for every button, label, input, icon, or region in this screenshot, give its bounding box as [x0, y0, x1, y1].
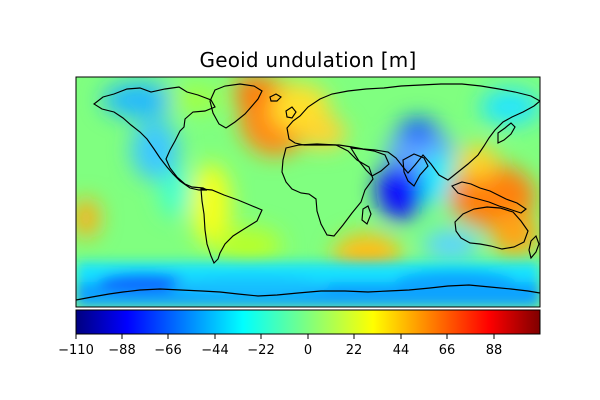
greenland-coastline [209, 83, 263, 129]
eurasia-coastline [286, 83, 540, 181]
new-zealand-coastline [528, 234, 540, 260]
coastlines [76, 83, 540, 301]
africa-coastline [281, 143, 374, 237]
tick-label-66: 66 [439, 343, 456, 358]
field-blobs [76, 77, 540, 277]
antarctica-coastline [76, 284, 540, 301]
colorbar-ticks [75, 334, 495, 339]
geoid-field [76, 77, 540, 307]
south-america-coastline [200, 188, 263, 265]
uk-coastline [285, 106, 297, 119]
tick-label-0: 0 [304, 343, 312, 358]
map-frame [75, 76, 541, 308]
iceland-coastline [269, 93, 282, 102]
tick-label-22: 22 [346, 343, 363, 358]
tick-label-neg44: −44 [201, 343, 228, 358]
south-field [76, 262, 540, 307]
arabian-peninsula-coastline [349, 147, 390, 177]
north-america-coastline [92, 86, 216, 191]
colorbar [75, 309, 541, 335]
western-pacific-high [448, 164, 536, 228]
tick-label-44: 44 [393, 343, 410, 358]
tick-label-neg22: −22 [247, 343, 274, 358]
tick-label-88: 88 [486, 343, 503, 358]
australia-coastline [454, 206, 529, 250]
tick-label-neg110: −110 [58, 343, 94, 358]
tick-label-neg66: −66 [154, 343, 181, 358]
madagascar-coastline [361, 205, 372, 225]
indian-ocean-low [376, 160, 424, 220]
figure-title: Geoid undulation [m] [199, 48, 417, 72]
indonesia-coastline [451, 181, 527, 214]
indian-subcontinent-coastline [402, 153, 429, 187]
colorbar-tick-labels: −110 −88 −66 −44 −22 0 22 44 66 88 [58, 343, 502, 358]
tick-label-neg88: −88 [108, 343, 135, 358]
japan-coastline [497, 122, 516, 144]
